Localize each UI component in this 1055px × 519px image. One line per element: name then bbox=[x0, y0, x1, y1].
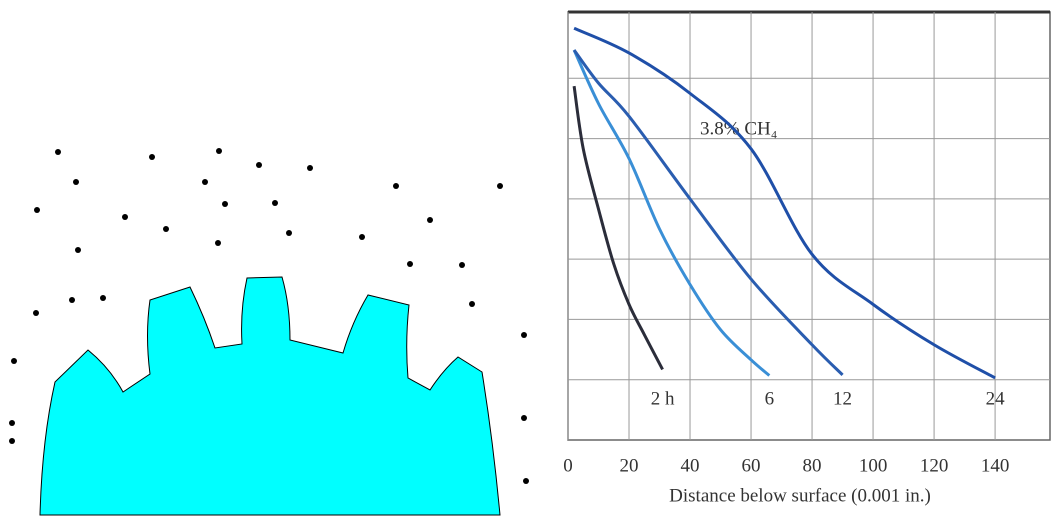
particle bbox=[75, 247, 81, 253]
particle bbox=[521, 415, 527, 421]
x-tick-label: 20 bbox=[620, 455, 639, 476]
particle bbox=[307, 165, 313, 171]
curve-label: 6 bbox=[765, 388, 775, 409]
x-axis-title: Distance below surface (0.001 in.) bbox=[669, 485, 931, 506]
x-tick-label: 40 bbox=[681, 455, 700, 476]
particle bbox=[34, 207, 40, 213]
particle bbox=[73, 179, 79, 185]
gear-diagram bbox=[9, 148, 529, 515]
particle bbox=[427, 217, 433, 223]
particle bbox=[272, 200, 278, 206]
particle bbox=[215, 240, 221, 246]
gear bbox=[40, 277, 500, 515]
particle bbox=[11, 358, 17, 364]
particle bbox=[407, 261, 413, 267]
curve-label: 24 bbox=[986, 388, 1006, 409]
x-tick-label: 100 bbox=[859, 455, 888, 476]
x-tick-label: 60 bbox=[742, 455, 761, 476]
x-tick-label: 120 bbox=[920, 455, 949, 476]
curve-label: 2 h bbox=[651, 388, 675, 409]
particle bbox=[222, 201, 228, 207]
particle bbox=[9, 420, 15, 426]
particle bbox=[497, 183, 503, 189]
x-tick-label: 140 bbox=[981, 455, 1010, 476]
particle bbox=[100, 295, 106, 301]
particle bbox=[459, 262, 465, 268]
particle bbox=[163, 226, 169, 232]
plot-frame bbox=[568, 12, 1050, 440]
x-tick-label: 80 bbox=[803, 455, 822, 476]
figure: 3.8% CH₄ Distance below surface (0.001 i… bbox=[0, 0, 1055, 519]
particle bbox=[393, 183, 399, 189]
particle bbox=[69, 297, 75, 303]
particle bbox=[359, 234, 365, 240]
particle bbox=[256, 162, 262, 168]
particle bbox=[521, 332, 527, 338]
particle bbox=[55, 149, 61, 155]
particle bbox=[149, 154, 155, 160]
particle bbox=[33, 310, 39, 316]
particle bbox=[523, 478, 529, 484]
particle bbox=[286, 230, 292, 236]
particle bbox=[9, 438, 15, 444]
particle bbox=[122, 214, 128, 220]
x-tick-label: 0 bbox=[563, 455, 573, 476]
particle bbox=[216, 148, 222, 154]
particle bbox=[202, 179, 208, 185]
curve-label: 12 bbox=[833, 388, 852, 409]
particle bbox=[469, 301, 475, 307]
